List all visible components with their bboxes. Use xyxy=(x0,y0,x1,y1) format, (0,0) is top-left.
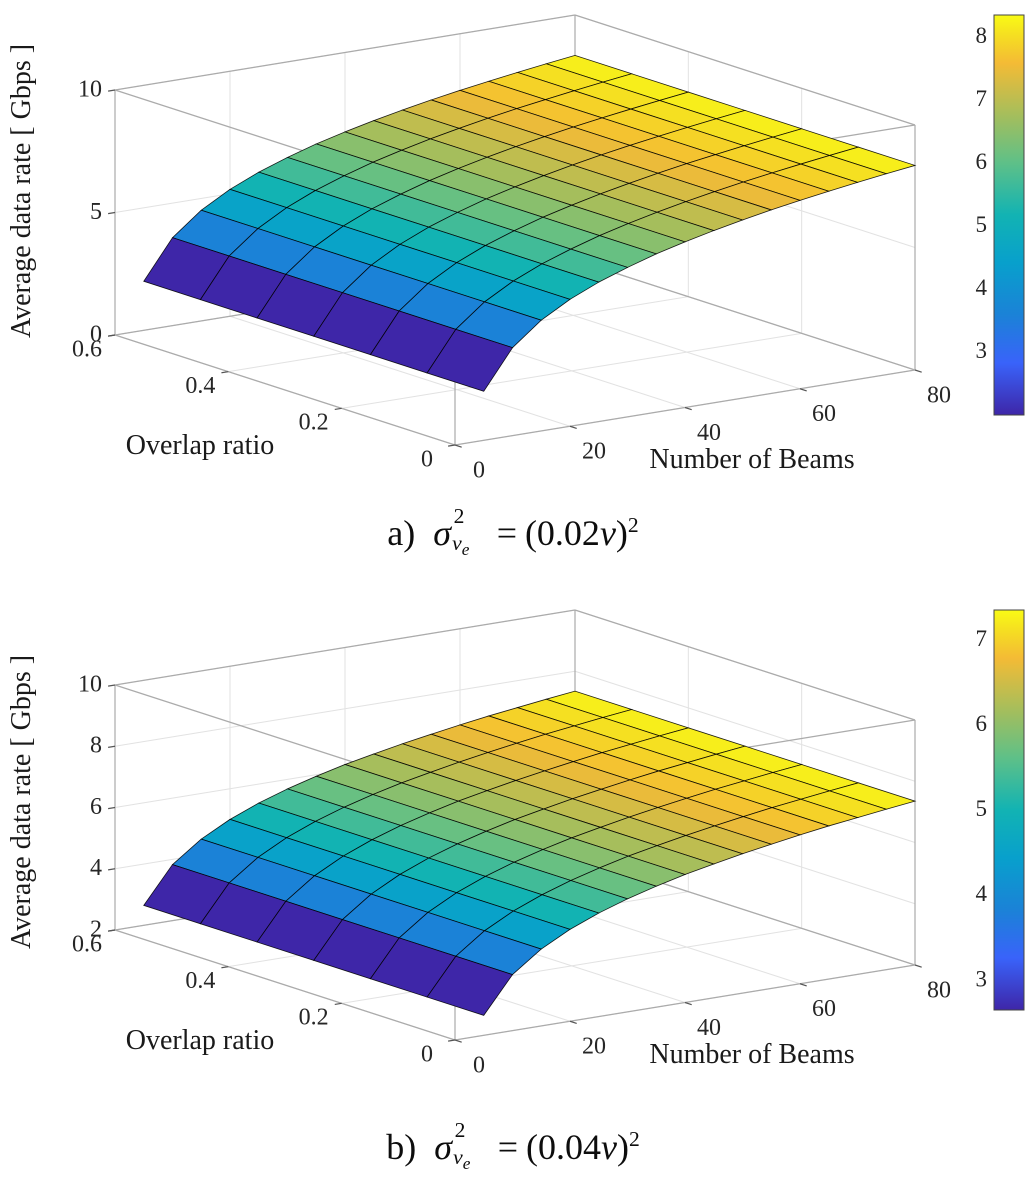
caption-a-sub: ve xyxy=(452,531,469,560)
surface-plot-a-canvas xyxy=(0,0,1026,500)
surface-plot-a: Average data rate [ Gbps ] Overlap ratio… xyxy=(0,0,1026,500)
caption-b-rhs: (0.04v)2 xyxy=(526,1127,640,1167)
y-axis-label-a: Overlap ratio xyxy=(125,430,275,461)
x-axis-label-b: Number of Beams xyxy=(649,1039,855,1070)
z-axis-label-b: Average data rate [ Gbps ] xyxy=(6,654,37,950)
caption-b-rhs-sup: 2 xyxy=(628,1127,640,1151)
z-axis-label-a: Average data rate [ Gbps ] xyxy=(6,43,37,339)
caption-b-rhs-var: v xyxy=(600,1127,617,1167)
surface-plot-b: Average data rate [ Gbps ] Overlap ratio… xyxy=(0,595,1026,1095)
caption-a-supsub: 2 ve xyxy=(451,504,489,559)
caption-b-sigma: σ xyxy=(434,1127,453,1167)
caption-b-rhs-pre: (0.04 xyxy=(525,1127,601,1167)
x-axis-label-a: Number of Beams xyxy=(649,444,855,475)
caption-a-rhs-post: ) xyxy=(615,513,628,553)
caption-b-sub: ve xyxy=(453,1145,470,1174)
caption-a: a) σ 2 ve = (0.02v)2 xyxy=(0,504,1026,559)
caption-b-sup: 2 xyxy=(454,1118,466,1143)
surface-plot-b-canvas xyxy=(0,595,1026,1095)
caption-a-equals: = xyxy=(496,513,518,553)
caption-b-label: b) xyxy=(386,1127,417,1167)
caption-a-rhs-var: v xyxy=(599,513,616,553)
caption-b-rhs-post: ) xyxy=(616,1127,629,1167)
y-axis-label-b: Overlap ratio xyxy=(125,1025,275,1056)
caption-b-sub-e: e xyxy=(462,1154,471,1174)
caption-b-supsub: 2 ve xyxy=(452,1118,490,1173)
caption-a-label: a) xyxy=(387,513,416,553)
caption-a-sup: 2 xyxy=(453,504,465,529)
caption-a-rhs-sup: 2 xyxy=(627,513,639,537)
caption-a-rhs-pre: (0.02 xyxy=(524,513,600,553)
caption-a-sub-v: v xyxy=(452,531,462,556)
caption-a-sub-e: e xyxy=(461,540,470,560)
caption-b-equals: = xyxy=(497,1127,519,1167)
caption-a-sigma: σ xyxy=(433,513,452,553)
caption-b-sub-v: v xyxy=(453,1145,463,1170)
caption-b: b) σ 2 ve = (0.04v)2 xyxy=(0,1118,1026,1173)
caption-a-rhs: (0.02v)2 xyxy=(525,513,639,553)
